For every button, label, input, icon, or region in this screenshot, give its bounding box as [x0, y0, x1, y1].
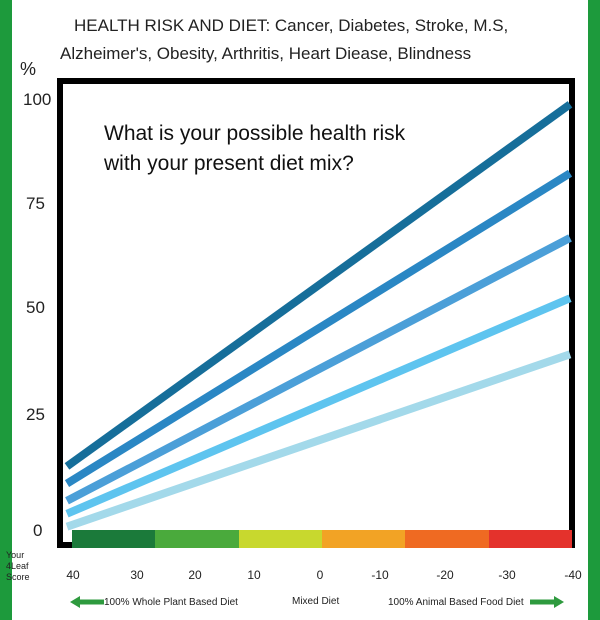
series-line-1 — [64, 101, 573, 470]
arrow-right-icon — [529, 596, 564, 608]
animal-diet-label: 100% Animal Based Food Diet — [388, 596, 524, 608]
x-tick-label: 40 — [66, 568, 80, 582]
x-tick-label: 0 — [316, 568, 324, 582]
x-tick-label: 30 — [130, 568, 144, 582]
series-line-5 — [65, 350, 572, 531]
color-scale-segment — [488, 530, 572, 548]
plant-diet-legend: 100% Whole Plant Based Diet — [70, 596, 238, 608]
y-axis-label: % — [20, 59, 37, 79]
mixed-diet-label: Mixed Diet — [292, 596, 340, 607]
y-tick-label: 100 — [23, 90, 52, 109]
x-axis-label: Your 4Leaf Score — [6, 550, 30, 582]
x-tick-label: 20 — [188, 568, 202, 582]
chart-title-line1: HEALTH RISK AND DIET: Cancer, Diabetes, … — [74, 16, 509, 35]
color-scale-segment — [72, 530, 156, 548]
diet-legend: 100% Whole Plant Based Diet Mixed Diet 1… — [0, 596, 600, 614]
color-scale-segment — [405, 530, 489, 548]
x-tick-label: -30 — [498, 568, 516, 582]
color-scale-segment — [321, 530, 406, 548]
question-line2: with your present diet mix? — [104, 152, 354, 175]
plot-area — [57, 78, 575, 548]
y-tick-label: 75 — [26, 194, 45, 213]
color-scale-segment — [238, 530, 322, 548]
y-tick-label: 50 — [26, 298, 45, 317]
series-line-2 — [64, 169, 573, 487]
x-tick-label: -20 — [436, 568, 454, 582]
series-line-3 — [65, 234, 572, 505]
color-scale-segment — [155, 530, 239, 548]
question-line1: What is your possible health risk — [104, 122, 406, 145]
arrow-left-icon — [70, 596, 104, 608]
x-tick-label: 10 — [247, 568, 261, 582]
animal-diet-legend: 100% Animal Based Food Diet — [388, 596, 564, 608]
x-tick-label: -40 — [564, 568, 582, 582]
series-line-4 — [65, 294, 572, 518]
plant-diet-label: 100% Whole Plant Based Diet — [104, 596, 238, 608]
chart-title-line2: Alzheimer's, Obesity, Arthritis, Heart D… — [60, 44, 472, 63]
x-tick-label: -10 — [371, 568, 389, 582]
diet-color-scale — [72, 530, 572, 548]
y-tick-label: 0 — [33, 521, 43, 540]
y-tick-label: 25 — [26, 405, 45, 424]
